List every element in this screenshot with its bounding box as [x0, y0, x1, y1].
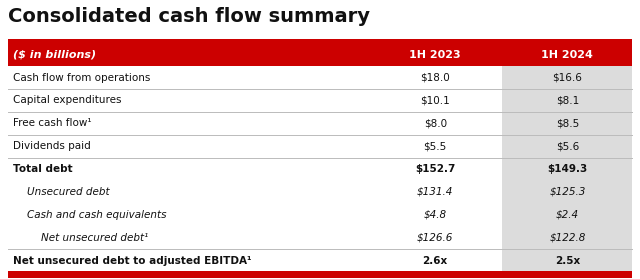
Text: 1H 2023: 1H 2023 [410, 50, 461, 60]
Text: Net unsecured debt¹: Net unsecured debt¹ [41, 233, 148, 243]
Bar [8, 43, 632, 66]
Bar [502, 226, 632, 249]
Bar [8, 249, 502, 272]
Text: 1H 2024: 1H 2024 [541, 50, 593, 60]
Text: $122.8: $122.8 [549, 233, 586, 243]
Bar [8, 271, 632, 278]
Bar [502, 181, 632, 203]
Bar [8, 112, 502, 135]
Text: $149.3: $149.3 [547, 164, 588, 174]
Text: $10.1: $10.1 [420, 95, 450, 105]
Bar [502, 249, 632, 272]
Bar [502, 89, 632, 112]
Text: $16.6: $16.6 [552, 73, 582, 83]
Bar [502, 135, 632, 158]
Text: $18.0: $18.0 [420, 73, 450, 83]
Bar [8, 135, 502, 158]
Text: $125.3: $125.3 [549, 187, 586, 197]
Bar [8, 181, 502, 203]
Text: ($ in billions): ($ in billions) [13, 50, 96, 60]
Text: Capital expenditures: Capital expenditures [13, 95, 122, 105]
Bar [502, 158, 632, 181]
Text: Cash flow from operations: Cash flow from operations [13, 73, 150, 83]
Text: $4.8: $4.8 [424, 210, 447, 220]
Bar [502, 66, 632, 89]
Text: Consolidated cash flow summary: Consolidated cash flow summary [8, 7, 370, 26]
Text: 2.5x: 2.5x [555, 256, 580, 266]
Text: $8.5: $8.5 [556, 118, 579, 128]
Bar [8, 226, 502, 249]
Text: 2.6x: 2.6x [422, 256, 448, 266]
Text: $5.5: $5.5 [424, 141, 447, 151]
Text: $5.6: $5.6 [556, 141, 579, 151]
Bar [8, 66, 502, 89]
Text: $2.4: $2.4 [556, 210, 579, 220]
Bar [8, 89, 502, 112]
Bar [8, 39, 632, 46]
Text: $126.6: $126.6 [417, 233, 453, 243]
Text: Free cash flow¹: Free cash flow¹ [13, 118, 92, 128]
Text: Unsecured debt: Unsecured debt [27, 187, 109, 197]
Text: Net unsecured debt to adjusted EBITDA¹: Net unsecured debt to adjusted EBITDA¹ [13, 256, 252, 266]
Text: $8.0: $8.0 [424, 118, 447, 128]
Bar [8, 203, 502, 226]
Text: $152.7: $152.7 [415, 164, 456, 174]
Text: $131.4: $131.4 [417, 187, 453, 197]
Bar [502, 112, 632, 135]
Bar [502, 203, 632, 226]
Text: Dividends paid: Dividends paid [13, 141, 90, 151]
Bar [8, 158, 502, 181]
Text: Total debt: Total debt [13, 164, 72, 174]
Text: Cash and cash equivalents: Cash and cash equivalents [27, 210, 166, 220]
Text: $8.1: $8.1 [556, 95, 579, 105]
